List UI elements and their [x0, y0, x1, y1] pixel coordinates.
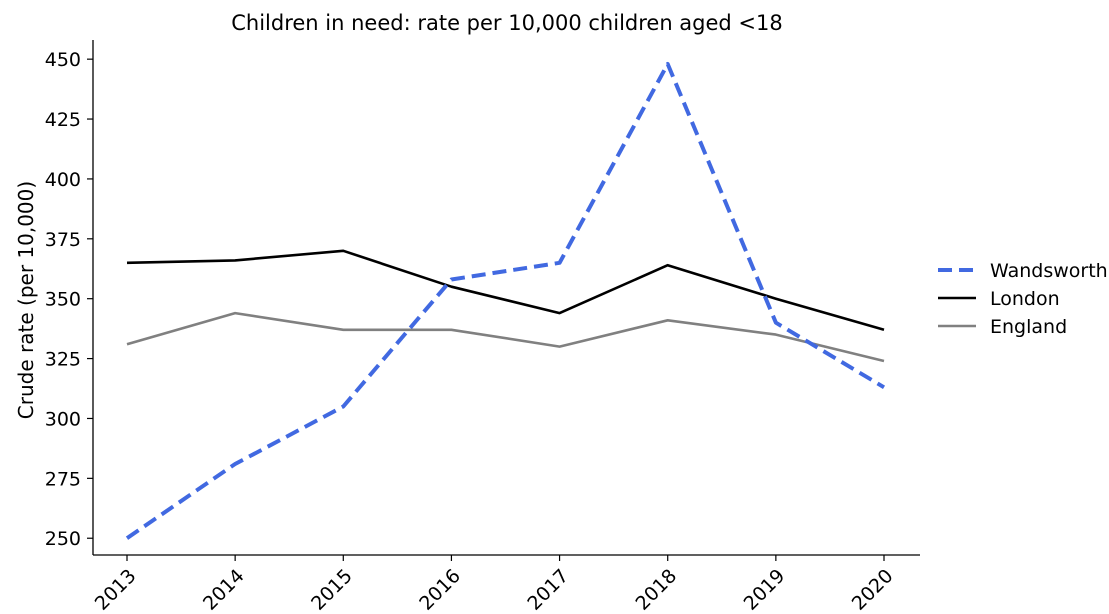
x-tick-label: 2018: [631, 565, 681, 614]
x-tick-label: 2017: [523, 565, 573, 614]
y-tick-label: 275: [45, 468, 81, 490]
y-tick-label: 375: [45, 229, 81, 251]
y-axis-label: Crude rate (per 10,000): [14, 181, 38, 419]
y-tick-label: 325: [45, 349, 81, 371]
series-line-wandsworth: [125, 62, 886, 540]
legend-label-london: London: [990, 288, 1060, 310]
legend-label-england: England: [990, 316, 1067, 338]
y-tick-label: 425: [45, 109, 81, 131]
plot-area: 250 275 300 325 350 375 400 425 450 2013 2014 2015 2…: [45, 40, 920, 614]
x-tick-label: 2019: [740, 565, 790, 614]
legend-label-wandsworth: Wandsworth: [990, 260, 1108, 282]
series-line-england: [126, 311, 885, 363]
x-tick-label: 2014: [199, 565, 249, 614]
y-tick-label: 300: [45, 408, 81, 430]
legend: Wandsworth London England: [938, 260, 1108, 338]
y-tick-label: 350: [45, 289, 81, 311]
y-tick-label: 450: [45, 49, 81, 71]
x-tick-label: 2015: [307, 565, 357, 614]
x-tick-label: 2013: [91, 565, 141, 614]
y-tick-label: 400: [45, 169, 81, 191]
x-tick-label: 2016: [415, 565, 465, 614]
x-tick-label: 2020: [848, 565, 898, 614]
series-line-london: [126, 249, 885, 332]
chart-title: Children in need: rate per 10,000 childr…: [231, 11, 783, 35]
y-tick-label: 250: [45, 528, 81, 550]
